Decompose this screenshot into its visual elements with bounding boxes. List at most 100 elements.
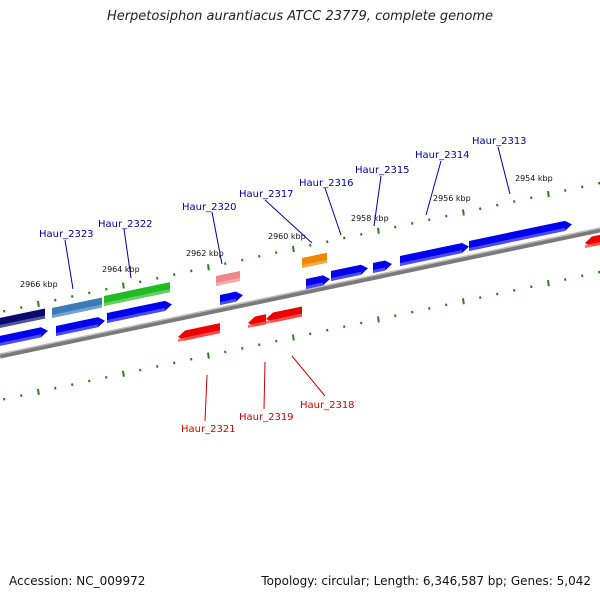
- gene-arrow-shade: [373, 267, 385, 273]
- leader-line: [324, 187, 342, 236]
- gene-labels-bottom: Haur_2321 Haur_2319 Haur_2318: [181, 400, 355, 435]
- gene-arrow-shade: [56, 324, 98, 336]
- scale-tick: [88, 379, 91, 383]
- gene-arrow[interactable]: [266, 306, 302, 323]
- gene-label: Haur_2315: [355, 165, 410, 176]
- leader-line: [425, 160, 442, 216]
- scale-tick: [71, 383, 74, 387]
- leader-line: [373, 175, 382, 227]
- scale-tick: [88, 291, 91, 295]
- scale-tick: [54, 298, 57, 302]
- scale-tick: [258, 343, 261, 347]
- scale-tick: [428, 307, 431, 310]
- scale-tick: [343, 236, 346, 240]
- scale-tick: [37, 300, 40, 307]
- scale-tick: [105, 287, 108, 291]
- scale-label: 2964 kbp: [102, 265, 140, 274]
- scale-tick: [462, 209, 465, 216]
- scale-tick: [258, 254, 261, 258]
- scale-tick: [20, 394, 23, 397]
- leader-line: [291, 355, 326, 397]
- scale-tick: [241, 258, 244, 262]
- leader-line: [64, 239, 74, 290]
- scale-tick: [105, 375, 108, 379]
- scale-tick: [479, 207, 482, 211]
- scale-tick: [513, 200, 516, 203]
- scale-tick: [598, 181, 600, 185]
- scale-label: 2958 kbp: [351, 214, 389, 223]
- gene-labels-top: Haur_2323 Haur_2322 Haur_2320 Haur_2317 …: [39, 136, 527, 240]
- scale-tick: [54, 386, 57, 390]
- scale-tick: [20, 306, 23, 309]
- scale-track-lower: [3, 270, 600, 401]
- scale-tick: [360, 321, 363, 325]
- leader-line: [204, 374, 208, 422]
- scale-tick: [479, 296, 482, 300]
- gene-arrow-shade: [469, 227, 565, 251]
- scale-tick: [547, 191, 550, 198]
- scale-tick: [360, 232, 363, 236]
- gene-label: Haur_2323: [39, 229, 94, 240]
- gene-arrow-shade: [220, 298, 236, 305]
- scale-tick: [122, 282, 125, 289]
- gene-label: Haur_2319: [239, 412, 294, 423]
- scale-tick: [581, 274, 584, 278]
- leader-line: [264, 199, 313, 244]
- gene-arrow-shade: [248, 321, 266, 328]
- scale-tick: [309, 243, 312, 247]
- scale-tick: [207, 264, 210, 271]
- scale-tick: [71, 295, 74, 298]
- gene-arrow[interactable]: [178, 323, 220, 341]
- gene-label: Haur_2314: [415, 150, 470, 161]
- scale-tick: [377, 227, 380, 234]
- scale-tick: [496, 292, 499, 296]
- scale-tick: [462, 298, 465, 305]
- scale-tick: [292, 245, 295, 253]
- scale-tick: [445, 214, 448, 218]
- scale-tick: [224, 262, 227, 266]
- gene-label: Haur_2321: [181, 424, 236, 435]
- accession-text: Accession: NC_009972: [9, 574, 146, 588]
- leader-line: [497, 146, 511, 195]
- leader-line: [211, 211, 223, 265]
- leader-line: [123, 228, 132, 279]
- gene-label: Haur_2318: [300, 400, 355, 411]
- gene-arrow-shade: [104, 289, 170, 306]
- scale-tick: [275, 251, 278, 255]
- gene-arrow-shade: [216, 277, 240, 286]
- gene-arrow-shade: [52, 304, 102, 318]
- scale-tick: [547, 279, 550, 287]
- scale-tick: [411, 310, 414, 314]
- scale-tick: [173, 273, 176, 276]
- gene-arrow-shade: [107, 307, 165, 323]
- gene-arrow-shade: [266, 313, 302, 324]
- scale-tick: [581, 185, 584, 189]
- gene-label: Haur_2317: [239, 189, 294, 200]
- scale-tick: [428, 218, 431, 222]
- scale-tick: [292, 334, 295, 341]
- gene-arrow-shade: [400, 249, 462, 266]
- scale-tick: [445, 303, 448, 307]
- scale-tick: [564, 189, 567, 192]
- scale-tick: [190, 357, 193, 361]
- gene-arrow-shade: [178, 330, 220, 342]
- gene-arrow-shade: [585, 241, 600, 248]
- scale-tick: [190, 269, 193, 273]
- scale-tick: [513, 288, 516, 292]
- gene-label: Haur_2322: [98, 219, 153, 230]
- gene-arrow-shade: [0, 315, 45, 328]
- scale-tick: [241, 346, 244, 350]
- scale-tick: [3, 309, 6, 313]
- scale-tick: [156, 365, 159, 368]
- scale-tick: [343, 325, 346, 329]
- gene-arrow-shade: [331, 271, 361, 281]
- scale-tick: [394, 225, 397, 229]
- gene-label: Haur_2316: [299, 178, 354, 189]
- scale-label: 2962 kbp: [186, 249, 224, 258]
- gene-arrow-shade: [302, 259, 327, 268]
- gene-label: Haur_2320: [182, 202, 237, 213]
- scale-tick: [224, 350, 227, 354]
- scale-tick: [156, 276, 159, 280]
- scale-tick: [3, 397, 6, 401]
